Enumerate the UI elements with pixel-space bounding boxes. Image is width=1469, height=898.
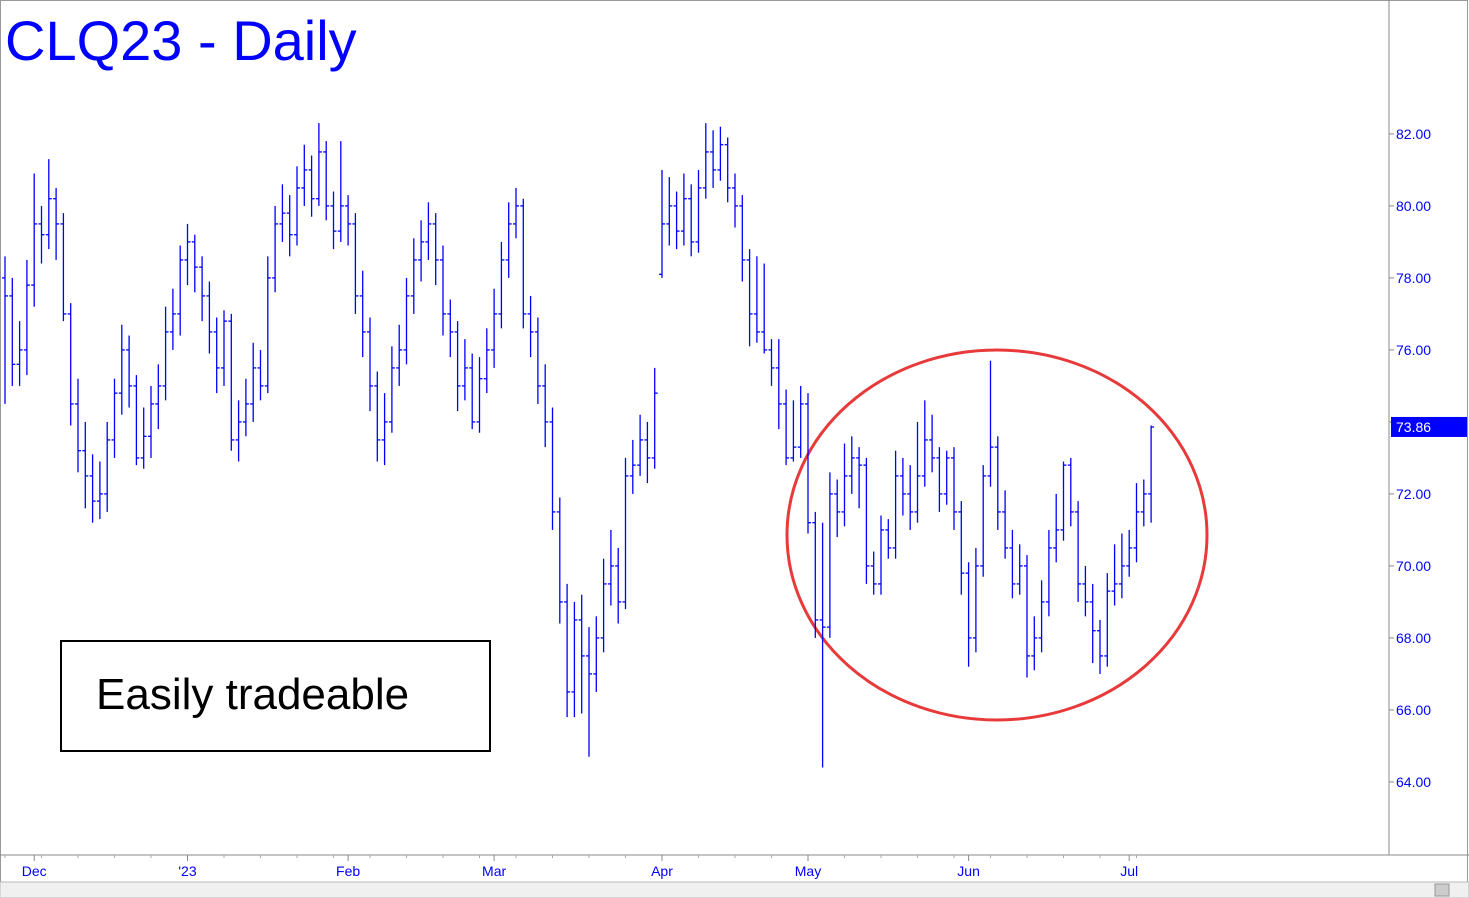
x-tick-label: Feb — [336, 863, 360, 879]
last-price-box — [1391, 416, 1467, 437]
annotation-box — [60, 640, 491, 752]
annotation: Easily tradeable — [96, 670, 409, 719]
chart-title: CLQ23 - Daily — [5, 9, 357, 72]
x-tick-label: Mar — [482, 863, 506, 879]
y-tick-label: 64.00 — [1396, 774, 1431, 790]
scrollbar[interactable] — [0, 881, 1469, 898]
y-tick-label: 68.00 — [1396, 630, 1431, 646]
highlight-ellipse — [785, 348, 1209, 722]
y-tick-label: 70.00 — [1396, 558, 1431, 574]
x-tick-label: '23 — [178, 863, 196, 879]
y-tick-label: 72.00 — [1396, 486, 1431, 502]
y-tick-label: 80.00 — [1396, 198, 1431, 214]
y-tick-label: 82.00 — [1396, 126, 1431, 142]
last-price-label: 73.86 — [1396, 419, 1431, 435]
x-tick-label: May — [795, 863, 821, 879]
plot: 64.0066.0068.0070.0072.0074.0076.0078.00… — [2, 123, 1467, 879]
x-tick-label: Jun — [957, 863, 980, 879]
y-tick-label: 78.00 — [1396, 270, 1431, 286]
scrollbar-thumb[interactable] — [1434, 883, 1450, 897]
y-tick-label: 76.00 — [1396, 342, 1431, 358]
y-tick-label: 66.00 — [1396, 702, 1431, 718]
x-tick-label: Jul — [1120, 863, 1138, 879]
x-tick-label: Apr — [651, 863, 673, 879]
x-tick-label: Dec — [22, 863, 47, 879]
